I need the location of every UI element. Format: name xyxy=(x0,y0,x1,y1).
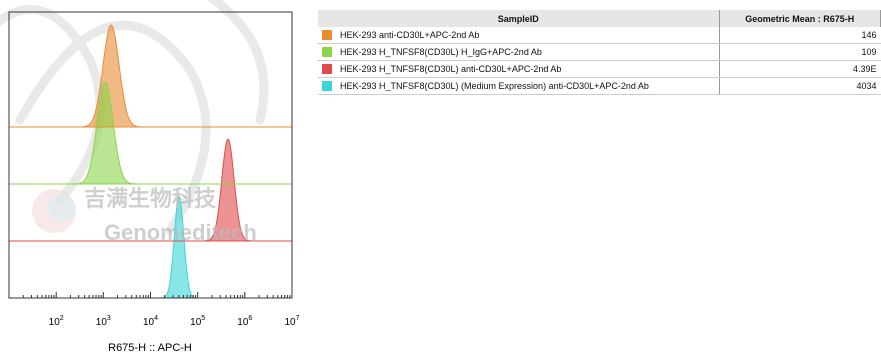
table-row: HEK-293 anti-CD30L+APC-2nd Ab 146 xyxy=(318,27,881,44)
color-swatch-icon xyxy=(322,81,332,91)
histogram-4 xyxy=(9,195,292,299)
table-header-row: SampleID Geometric Mean : R675-H xyxy=(318,10,881,27)
lane-baselines xyxy=(9,126,292,299)
sample-cell: HEK-293 anti-CD30L+APC-2nd Ab xyxy=(318,27,720,44)
x-tick-label: 103 xyxy=(96,315,111,328)
x-tick-label: 107 xyxy=(284,315,299,328)
color-swatch-icon xyxy=(322,47,332,57)
header-sample-id: SampleID xyxy=(318,10,720,27)
sample-label: HEK-293 H_TNFSF8(CD30L) H_IgG+APC-2nd Ab xyxy=(340,47,542,57)
header-geometric-mean: Geometric Mean : R675-H xyxy=(719,10,881,27)
sample-cell: HEK-293 H_TNFSF8(CD30L) H_IgG+APC-2nd Ab xyxy=(318,43,720,61)
color-swatch-icon xyxy=(322,64,332,74)
geometric-mean-value: 146 xyxy=(718,27,881,44)
sample-cell: HEK-293 H_TNFSF8(CD30L) anti-CD30L+APC-2… xyxy=(318,60,720,78)
x-axis: 102 103 104 105 106 107 xyxy=(8,292,300,328)
histogram-plot: 102 103 104 105 106 107 R675-H :: APC-H xyxy=(0,0,300,354)
sample-cell: HEK-293 H_TNFSF8(CD30L) (Medium Expressi… xyxy=(318,77,720,95)
geometric-mean-value: 4.39E xyxy=(718,60,881,78)
x-tick-label: 102 xyxy=(49,315,64,328)
geometric-mean-value: 109 xyxy=(718,43,881,61)
sample-label: HEK-293 anti-CD30L+APC-2nd Ab xyxy=(340,30,480,40)
histogram-3 xyxy=(9,138,292,242)
table-row: HEK-293 H_TNFSF8(CD30L) H_IgG+APC-2nd Ab… xyxy=(318,43,881,61)
table-row: HEK-293 H_TNFSF8(CD30L) anti-CD30L+APC-2… xyxy=(318,60,881,78)
geometric-mean-value: 4034 xyxy=(718,77,881,95)
histogram-2 xyxy=(9,81,292,185)
x-tick-label: 104 xyxy=(143,315,158,328)
sample-table: SampleID Geometric Mean : R675-H HEK-293… xyxy=(318,10,881,95)
plot-frame xyxy=(8,11,293,299)
x-tick-label: 106 xyxy=(237,315,252,328)
color-swatch-icon xyxy=(322,30,332,40)
sample-label: HEK-293 H_TNFSF8(CD30L) anti-CD30L+APC-2… xyxy=(340,64,562,74)
table-row: HEK-293 H_TNFSF8(CD30L) (Medium Expressi… xyxy=(318,77,881,95)
x-axis-label: R675-H :: APC-H xyxy=(108,342,192,354)
x-tick-label: 105 xyxy=(190,315,205,328)
sample-label: HEK-293 H_TNFSF8(CD30L) (Medium Expressi… xyxy=(340,81,649,91)
